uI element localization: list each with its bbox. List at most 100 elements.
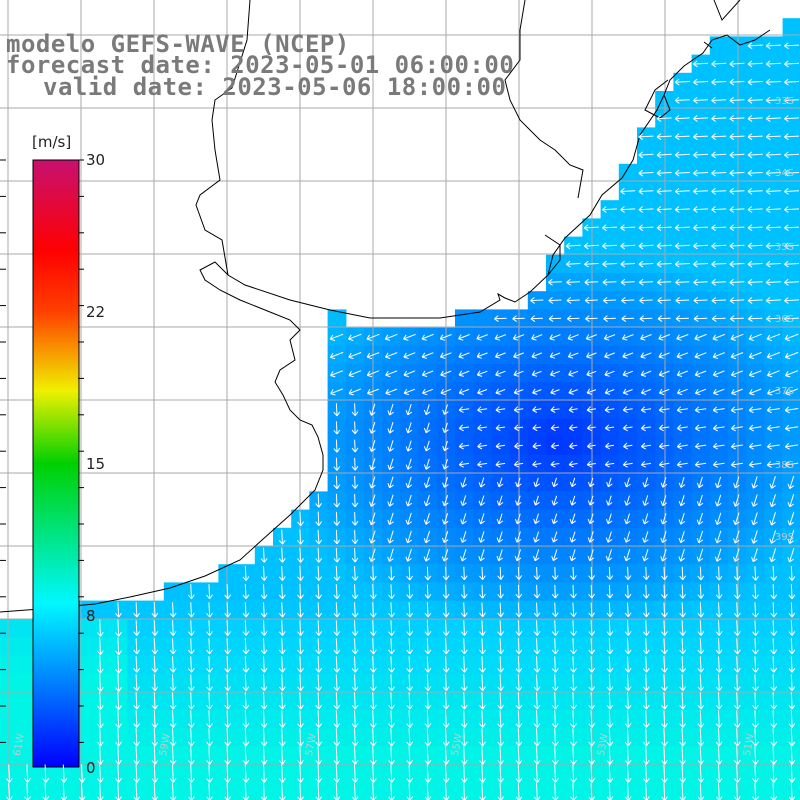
wind-arrow [643, 782, 650, 800]
wind-arrow [424, 674, 432, 692]
wind-arrow [351, 421, 359, 435]
wind-arrow [387, 494, 394, 507]
wind-arrow [421, 370, 434, 377]
wind-arrow [679, 566, 687, 581]
wind-arrow [658, 370, 670, 377]
wind-arrow [624, 584, 632, 599]
wind-arrow [169, 746, 177, 765]
wind-arrow [406, 638, 414, 655]
wind-arrow [242, 692, 250, 710]
wind-arrow [587, 477, 595, 488]
wind-arrow [423, 440, 431, 452]
wind-speed-cell [728, 36, 747, 56]
wind-arrow [624, 477, 631, 488]
lat-label: 36S [774, 314, 794, 325]
wind-arrow [533, 782, 541, 800]
wind-arrow [624, 495, 631, 506]
wind-arrow [494, 352, 506, 359]
wind-arrow [351, 746, 359, 765]
wind-arrow [752, 764, 759, 783]
wind-arrow [351, 710, 359, 728]
wind-arrow [458, 442, 470, 450]
wind-arrow [694, 424, 707, 432]
wind-arrow [715, 710, 723, 728]
wind-arrow [588, 674, 596, 692]
wind-arrow [693, 187, 709, 195]
wind-arrow [224, 620, 232, 636]
wind-arrow [588, 656, 596, 673]
wind-arrow [638, 242, 654, 250]
wind-arrow [514, 531, 522, 543]
wind-arrow [734, 764, 741, 783]
wind-arrow [661, 602, 668, 618]
wind-arrow [531, 370, 542, 377]
wind-arrow [568, 388, 578, 395]
wind-arrow [495, 370, 506, 377]
wind-arrow [642, 638, 650, 655]
wind-arrow [661, 656, 668, 673]
wind-arrow [747, 78, 763, 86]
wind-arrow [715, 674, 723, 692]
wind-arrow [533, 656, 541, 673]
wind-arrow [479, 710, 486, 728]
wind-arrow [765, 78, 781, 86]
wind-arrow [315, 565, 323, 581]
wind-arrow [97, 782, 104, 800]
wind-arrow [460, 495, 467, 507]
wind-arrow [151, 782, 159, 800]
wind-arrow [660, 531, 667, 544]
wind-arrow [369, 476, 376, 489]
wind-arrow [515, 566, 523, 580]
wind-arrow [587, 531, 595, 543]
wind-arrow [712, 370, 725, 378]
wind-arrow [479, 728, 486, 747]
wind-arrow [187, 584, 195, 600]
wind-arrow [752, 584, 759, 600]
wind-arrow [640, 334, 652, 341]
wind-arrow [169, 782, 177, 800]
wind-arrow [679, 620, 687, 636]
wind-arrow [679, 764, 687, 783]
wind-arrow [711, 224, 727, 232]
wind-arrow [460, 674, 468, 692]
wind-arrow [530, 297, 544, 304]
wind-arrow [674, 169, 690, 177]
wind-arrow [423, 512, 431, 525]
wind-arrow [551, 692, 559, 710]
wind-arrow [458, 424, 470, 432]
wind-arrow [424, 728, 432, 747]
wind-arrow [115, 709, 122, 729]
wind-arrow [187, 692, 195, 710]
wind-arrow [588, 584, 596, 599]
wind-arrow [638, 133, 654, 141]
wind-arrow [622, 370, 633, 377]
wind-speed-cell [709, 36, 729, 56]
wind-arrow [279, 782, 286, 800]
wind-arrow [733, 566, 741, 581]
wind-arrow [260, 674, 268, 692]
wind-arrow [278, 638, 286, 655]
wind-arrow [658, 460, 670, 468]
wind-arrow [583, 224, 599, 232]
wind-arrow [260, 547, 268, 563]
wind-arrow [587, 495, 595, 506]
wind-arrow [206, 602, 213, 618]
wind-arrow [478, 513, 485, 525]
wind-speed-cell [18, 673, 37, 693]
wind-arrow [643, 764, 650, 783]
lat-label: 38S [774, 460, 794, 471]
wind-arrow [770, 782, 778, 800]
wind-arrow [315, 547, 323, 563]
wind-arrow [369, 656, 377, 673]
wind-arrow [260, 728, 268, 747]
wind-arrow [497, 728, 505, 747]
wind-arrow [495, 460, 506, 468]
wind-arrow [279, 746, 286, 765]
wind-arrow [187, 656, 195, 673]
wind-arrow [566, 297, 580, 304]
wind-arrow [330, 370, 344, 378]
wind-arrow [734, 746, 741, 765]
wind-arrow [297, 656, 304, 673]
wind-arrow [387, 458, 394, 471]
wind-arrow [747, 278, 763, 286]
